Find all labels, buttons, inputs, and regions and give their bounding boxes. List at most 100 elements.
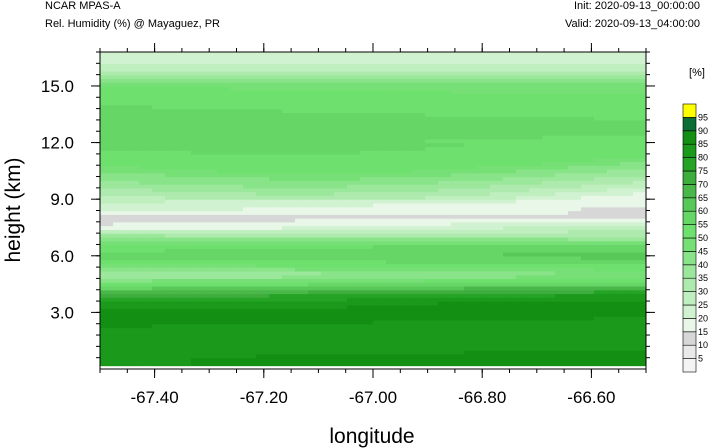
heatmap-cell (191, 353, 205, 359)
heatmap-cell (165, 289, 179, 295)
heatmap-cell (412, 206, 426, 212)
heatmap-cell (347, 168, 361, 174)
heatmap-cell (477, 308, 491, 313)
heatmap-cell (282, 131, 296, 136)
heatmap-cell (204, 304, 218, 310)
heatmap-cell (568, 263, 582, 268)
heatmap-cell (399, 187, 413, 193)
heatmap-cell (399, 123, 413, 129)
heatmap-cell (516, 240, 530, 246)
heatmap-cell (139, 357, 153, 363)
heatmap-cell (334, 267, 348, 272)
heatmap-cell (620, 146, 634, 151)
heatmap-cell (230, 67, 244, 72)
heatmap-cell (347, 157, 361, 163)
colorbar-swatch (682, 224, 697, 239)
heatmap-cell (126, 184, 140, 189)
heatmap-cell (191, 263, 205, 268)
heatmap-cell (373, 191, 387, 196)
heatmap-cell (321, 195, 335, 200)
heatmap-cell (295, 146, 309, 151)
heatmap-cell (633, 210, 646, 215)
heatmap-cell (126, 342, 140, 347)
heatmap-cell (334, 331, 348, 336)
heatmap-cell (399, 331, 413, 336)
heatmap-cell (191, 180, 205, 185)
heatmap-cell (386, 78, 400, 83)
heatmap-cell (269, 285, 283, 291)
heatmap-cell (139, 93, 153, 98)
heatmap-cell (555, 350, 569, 355)
heatmap-cell (152, 191, 166, 196)
heatmap-cell (360, 127, 374, 132)
heatmap-cell (412, 323, 426, 329)
heatmap-cell (204, 168, 218, 174)
heatmap-cell (633, 150, 646, 155)
heatmap-cell (256, 274, 270, 280)
heatmap-cell (490, 165, 504, 170)
heatmap-cell (347, 267, 361, 272)
heatmap-cell (568, 206, 582, 212)
heatmap-cell (230, 127, 244, 132)
heatmap-cell (282, 255, 296, 261)
heatmap-cell (542, 285, 556, 291)
heatmap-cell (633, 263, 646, 268)
heatmap-cell (230, 233, 244, 238)
heatmap-cell (386, 350, 400, 355)
heatmap-cell (594, 135, 608, 140)
heatmap-cell (373, 161, 387, 166)
heatmap-cell (581, 361, 595, 366)
heatmap-cell (581, 248, 595, 253)
heatmap-cell (568, 357, 582, 363)
heatmap-cell (126, 267, 140, 272)
heatmap-cell (334, 327, 348, 332)
heatmap-cell (282, 316, 296, 321)
heatmap-cell (373, 131, 387, 136)
heatmap-cell (607, 240, 621, 246)
heatmap-cell (360, 255, 374, 261)
heatmap-cell (594, 255, 608, 261)
heatmap-cell (633, 191, 646, 196)
heatmap-cell (139, 138, 153, 144)
heatmap-cell (360, 338, 374, 344)
heatmap-cell (295, 282, 309, 287)
heatmap-cell (126, 210, 140, 215)
heatmap-cell (373, 165, 387, 170)
heatmap-cell (126, 180, 140, 185)
heatmap-cell (633, 180, 646, 185)
heatmap-cell (451, 252, 465, 257)
heatmap-cell (295, 240, 309, 246)
heatmap-cell (204, 293, 218, 298)
heatmap-cell (165, 67, 179, 72)
heatmap-cell (386, 259, 400, 264)
heatmap-cell (464, 202, 478, 208)
heatmap-cell (373, 259, 387, 264)
heatmap-cell (126, 202, 140, 208)
heatmap-cell (152, 78, 166, 83)
heatmap-cell (230, 70, 244, 76)
heatmap-cell (139, 157, 153, 163)
heatmap-cell (334, 70, 348, 76)
heatmap-cell (386, 138, 400, 144)
heatmap-cell (503, 131, 517, 136)
heatmap-cell (503, 172, 517, 178)
heatmap-cell (516, 127, 530, 132)
heatmap-cell (555, 229, 569, 234)
heatmap-cell (360, 161, 374, 166)
heatmap-cell (607, 191, 621, 196)
heatmap-cell (529, 191, 543, 196)
heatmap-cell (347, 59, 361, 64)
heatmap-cell (256, 214, 270, 219)
heatmap-cell (451, 153, 465, 159)
heatmap-cell (373, 338, 387, 344)
heatmap-cell (633, 244, 646, 249)
heatmap-cell (178, 361, 192, 366)
heatmap-cell (178, 218, 192, 223)
chart-source-title: NCAR MPAS-A (45, 0, 121, 12)
heatmap-cell (100, 361, 114, 366)
heatmap-cell (438, 229, 452, 234)
heatmap-cell (568, 297, 582, 302)
heatmap-cell (555, 278, 569, 283)
heatmap-cell (373, 244, 387, 249)
heatmap-cell (516, 342, 530, 347)
